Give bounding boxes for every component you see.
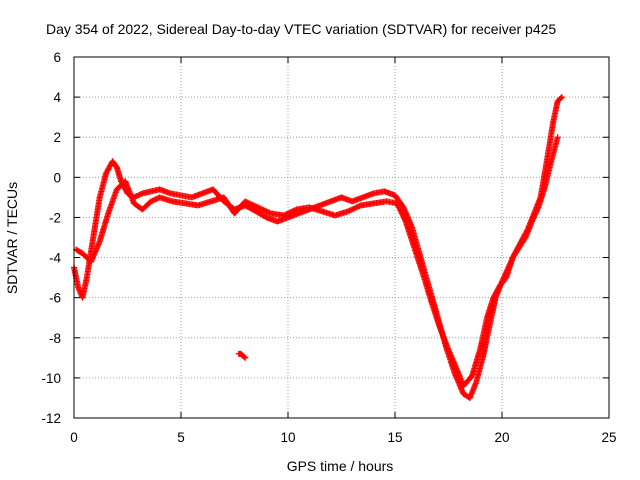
x-tick-label: 15 (387, 430, 402, 445)
x-tick-label: 25 (601, 430, 616, 445)
y-tick-label: -12 (41, 411, 61, 426)
y-tick-label: 4 (53, 90, 61, 105)
y-tick-label: -8 (49, 331, 61, 346)
y-tick-label: 0 (53, 170, 61, 185)
y-tick-label: -2 (49, 210, 61, 225)
y-tick-label: 2 (53, 130, 61, 145)
x-tick-label: 0 (70, 430, 78, 445)
data-point-interp (262, 213, 269, 220)
axis-ticks: 0 5 10 15 20 25 -12 -10 -8 -6 -4 -2 0 2 4 6 (41, 50, 616, 445)
grid-lines (74, 57, 609, 418)
data-points (71, 94, 565, 401)
data-point-interp (557, 95, 564, 102)
y-tick-label: -6 (49, 291, 61, 306)
data-point (558, 94, 565, 101)
chart-title: Day 354 of 2022, Sidereal Day-to-day VTE… (46, 21, 556, 37)
y-axis-label: SDTVAR / TECUs (4, 182, 20, 294)
x-tick-label: 10 (280, 430, 295, 445)
y-tick-label: -10 (41, 371, 61, 386)
y-tick-label: -4 (49, 251, 61, 266)
data-point (554, 134, 561, 141)
data-point (242, 354, 249, 361)
plot-frame (73, 56, 610, 419)
y-tick-label: 6 (53, 50, 61, 65)
data-point-interp (241, 353, 248, 360)
x-tick-label: 5 (177, 430, 185, 445)
x-tick-label: 20 (494, 430, 509, 445)
x-axis-label: GPS time / hours (287, 458, 394, 474)
